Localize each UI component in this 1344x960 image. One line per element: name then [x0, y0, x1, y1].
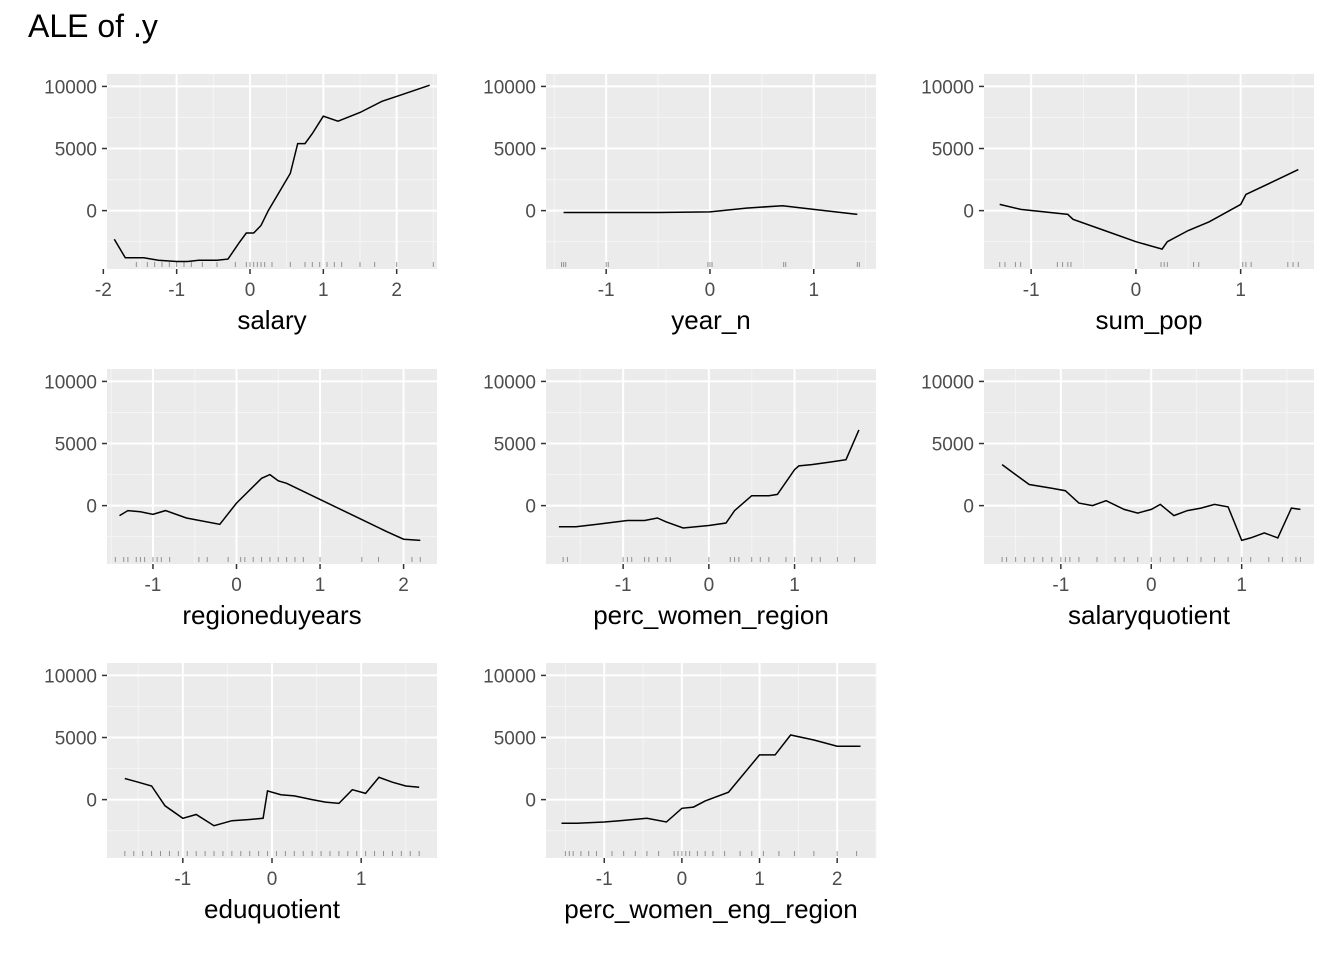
y-tick-label: 0 — [86, 791, 97, 812]
x-tick-label: 1 — [789, 575, 800, 596]
x-axis-label: perc_women_region — [593, 600, 829, 630]
panel-background — [984, 74, 1314, 269]
y-tick-label: 5000 — [55, 435, 97, 456]
x-tick-label: -1 — [144, 575, 161, 596]
y-tick-label: 0 — [963, 202, 974, 223]
x-tick-label: 2 — [391, 280, 402, 301]
y-tick-label: 5000 — [55, 140, 97, 161]
x-axis-label: sum_pop — [1096, 305, 1203, 335]
x-axis-label: perc_women_eng_region — [564, 894, 857, 924]
x-tick-label: 0 — [267, 869, 278, 890]
ale-panel-regioneduyears: 0 5000 10000 -1 0 1 2 regioneduyears — [44, 369, 437, 630]
panel-background — [107, 74, 437, 269]
ale-line — [124, 776, 420, 827]
y-tick-label: 10000 — [921, 372, 974, 393]
y-tick-label: 10000 — [483, 372, 536, 393]
ale-line — [563, 204, 858, 216]
y-tick-label: 5000 — [494, 435, 536, 456]
ale-panel-perc_women_region: 0 5000 10000 -1 0 1 perc_women_region — [483, 369, 876, 630]
ale-panel-sum_pop: 0 5000 10000 -1 0 1 sum_pop — [921, 74, 1314, 335]
x-axis-label: salaryquotient — [1068, 600, 1231, 630]
ale-line — [1001, 463, 1301, 542]
x-tick-label: 0 — [705, 280, 716, 301]
x-tick-label: -2 — [95, 280, 112, 301]
y-tick-label: 0 — [525, 791, 536, 812]
x-tick-label: 2 — [832, 869, 843, 890]
ale-line — [561, 734, 861, 824]
y-tick-label: 10000 — [483, 666, 536, 687]
x-tick-label: 2 — [398, 575, 409, 596]
x-tick-label: 0 — [1131, 280, 1142, 301]
y-tick-label: 10000 — [44, 666, 97, 687]
ale-line — [119, 473, 421, 542]
y-tick-label: 5000 — [494, 140, 536, 161]
y-tick-label: 0 — [525, 497, 536, 518]
x-axis-label: salary — [237, 305, 306, 335]
ale-line — [558, 429, 860, 529]
ale-line — [999, 168, 1299, 250]
y-tick-label: 10000 — [44, 372, 97, 393]
y-tick-label: 0 — [525, 202, 536, 223]
x-tick-label: -1 — [598, 280, 615, 301]
y-tick-label: 5000 — [932, 140, 974, 161]
x-tick-label: 0 — [704, 575, 715, 596]
y-tick-label: 0 — [963, 497, 974, 518]
x-tick-label: 1 — [1235, 280, 1246, 301]
x-tick-label: 0 — [677, 869, 688, 890]
ale-panel-year_n: 0 5000 10000 -1 0 1 year_n — [483, 74, 876, 335]
panel-background — [107, 369, 437, 564]
page-title: ALE of .y — [28, 8, 158, 44]
x-tick-label: 1 — [318, 280, 329, 301]
x-tick-label: -1 — [174, 869, 191, 890]
x-tick-label: -1 — [1052, 575, 1069, 596]
panel-background — [546, 663, 876, 858]
x-tick-label: 1 — [808, 280, 819, 301]
x-tick-label: -1 — [596, 869, 613, 890]
y-tick-label: 10000 — [921, 77, 974, 98]
panel-background — [984, 369, 1314, 564]
y-tick-label: 5000 — [494, 729, 536, 750]
x-tick-label: 0 — [231, 575, 242, 596]
x-tick-label: 0 — [245, 280, 256, 301]
y-tick-label: 10000 — [483, 77, 536, 98]
y-tick-label: 10000 — [44, 77, 97, 98]
ale-panel-eduquotient: 0 5000 10000 -1 0 1 eduquotient — [44, 663, 437, 924]
ale-panel-salary: 0 5000 10000 -2 -1 0 1 2 salary — [44, 74, 437, 335]
ale-panel-perc_women_eng_region: 0 5000 10000 -1 0 1 2 perc_women_eng_region — [483, 663, 877, 924]
x-tick-label: -1 — [615, 575, 632, 596]
x-tick-label: 1 — [1236, 575, 1247, 596]
y-tick-label: 5000 — [55, 729, 97, 750]
x-tick-label: 1 — [315, 575, 326, 596]
y-tick-label: 0 — [86, 497, 97, 518]
x-tick-label: 1 — [356, 869, 367, 890]
y-tick-label: 0 — [86, 202, 97, 223]
panel-background — [546, 369, 876, 564]
x-tick-label: -1 — [1023, 280, 1040, 301]
y-tick-label: 5000 — [932, 435, 974, 456]
x-axis-label: eduquotient — [204, 894, 341, 924]
x-tick-label: 0 — [1146, 575, 1157, 596]
x-tick-label: 1 — [754, 869, 765, 890]
x-axis-label: year_n — [671, 305, 751, 335]
ale-line — [113, 84, 430, 263]
panel-background — [546, 74, 876, 269]
x-axis-label: regioneduyears — [182, 600, 361, 630]
x-tick-label: -1 — [168, 280, 185, 301]
